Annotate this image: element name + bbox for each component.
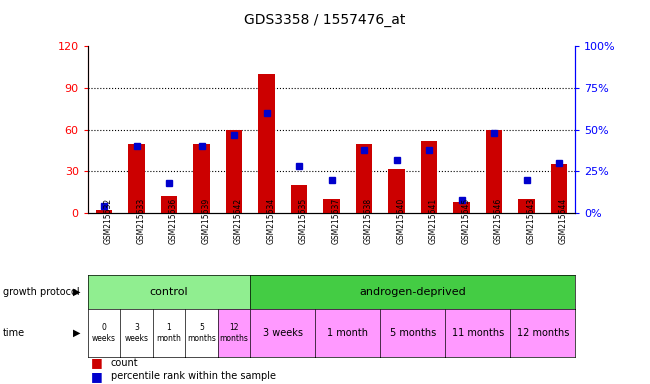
Text: ■: ■	[91, 370, 103, 383]
Text: GSM215639: GSM215639	[202, 198, 211, 244]
Text: GSM215633: GSM215633	[136, 198, 146, 244]
Text: GSM215643: GSM215643	[526, 198, 536, 244]
Bar	[226, 130, 242, 213]
Bar	[519, 199, 534, 213]
Text: GSM215645: GSM215645	[462, 198, 471, 244]
Text: ▶: ▶	[73, 328, 81, 338]
Bar	[259, 74, 274, 213]
Text: count: count	[111, 358, 138, 368]
Bar	[324, 199, 339, 213]
Bar	[356, 144, 372, 213]
Text: 12 months: 12 months	[517, 328, 569, 338]
Text: ▶: ▶	[73, 287, 81, 297]
Text: GSM215636: GSM215636	[169, 198, 178, 244]
Text: GSM215642: GSM215642	[234, 198, 243, 244]
Bar	[421, 141, 437, 213]
Text: GSM215637: GSM215637	[332, 198, 341, 244]
Text: growth protocol: growth protocol	[3, 287, 80, 297]
Text: GSM215646: GSM215646	[494, 198, 503, 244]
Text: 5 months: 5 months	[389, 328, 436, 338]
Bar	[194, 144, 209, 213]
Text: GSM215644: GSM215644	[559, 198, 568, 244]
Bar	[291, 185, 307, 213]
Text: time: time	[3, 328, 25, 338]
Bar	[129, 144, 144, 213]
Bar	[389, 169, 404, 213]
Text: GSM215632: GSM215632	[104, 198, 113, 244]
Text: GSM215635: GSM215635	[299, 198, 308, 244]
Text: androgen-deprived: androgen-deprived	[359, 287, 466, 297]
Text: 1
month: 1 month	[157, 323, 181, 343]
Text: GSM215638: GSM215638	[364, 198, 373, 244]
Bar	[551, 164, 567, 213]
Text: GDS3358 / 1557476_at: GDS3358 / 1557476_at	[244, 13, 406, 27]
Bar	[454, 202, 469, 213]
Text: 3
weeks: 3 weeks	[125, 323, 148, 343]
Text: GSM215634: GSM215634	[266, 198, 276, 244]
Text: 11 months: 11 months	[452, 328, 504, 338]
Text: GSM215641: GSM215641	[429, 198, 438, 244]
Text: 3 weeks: 3 weeks	[263, 328, 303, 338]
Bar	[96, 210, 112, 213]
Text: 5
months: 5 months	[187, 323, 216, 343]
Bar	[161, 197, 177, 213]
Text: ■: ■	[91, 356, 103, 369]
Text: percentile rank within the sample: percentile rank within the sample	[111, 371, 276, 381]
Text: 0
weeks: 0 weeks	[92, 323, 116, 343]
Text: 12
months: 12 months	[220, 323, 248, 343]
Bar	[486, 130, 502, 213]
Text: GSM215640: GSM215640	[396, 198, 406, 244]
Text: 1 month: 1 month	[327, 328, 369, 338]
Text: control: control	[150, 287, 188, 297]
